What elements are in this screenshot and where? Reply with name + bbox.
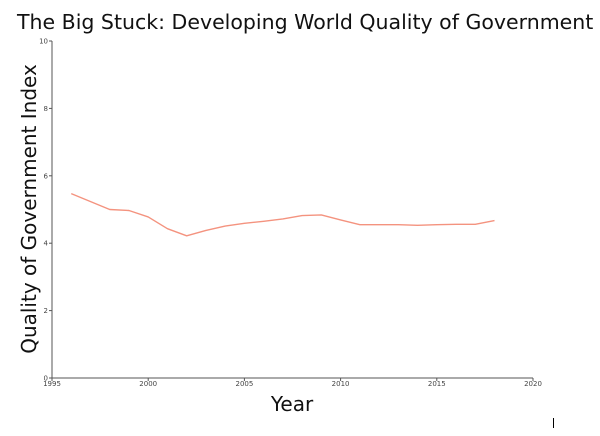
- text-cursor-mark: [553, 418, 554, 428]
- y-tick-label: 10: [39, 38, 48, 46]
- x-axis-label: Year: [270, 392, 314, 416]
- series-line: [70, 193, 495, 237]
- x-ticks: 1995 2000 2005 2010 2015 2020: [43, 378, 542, 388]
- x-tick-label: 2000: [139, 380, 157, 388]
- y-tick-label: 4: [44, 240, 49, 248]
- x-tick-label: 2015: [428, 380, 446, 388]
- x-tick-label: 2020: [524, 380, 542, 388]
- x-tick-label: 1995: [43, 380, 61, 388]
- chart-title: The Big Stuck: Developing World Quality …: [17, 10, 594, 34]
- y-tick-label: 6: [44, 172, 49, 180]
- y-tick-label: 0: [44, 375, 48, 383]
- series-group: [70, 193, 495, 237]
- x-tick-label: 2010: [332, 380, 350, 388]
- y-axis-label: Quality of Government Index: [17, 64, 41, 354]
- y-tick-label: 2: [44, 307, 48, 315]
- x-tick-label: 2005: [235, 380, 253, 388]
- y-ticks: 0 2 4 6 8 10: [39, 38, 52, 383]
- y-tick-label: 8: [44, 105, 48, 113]
